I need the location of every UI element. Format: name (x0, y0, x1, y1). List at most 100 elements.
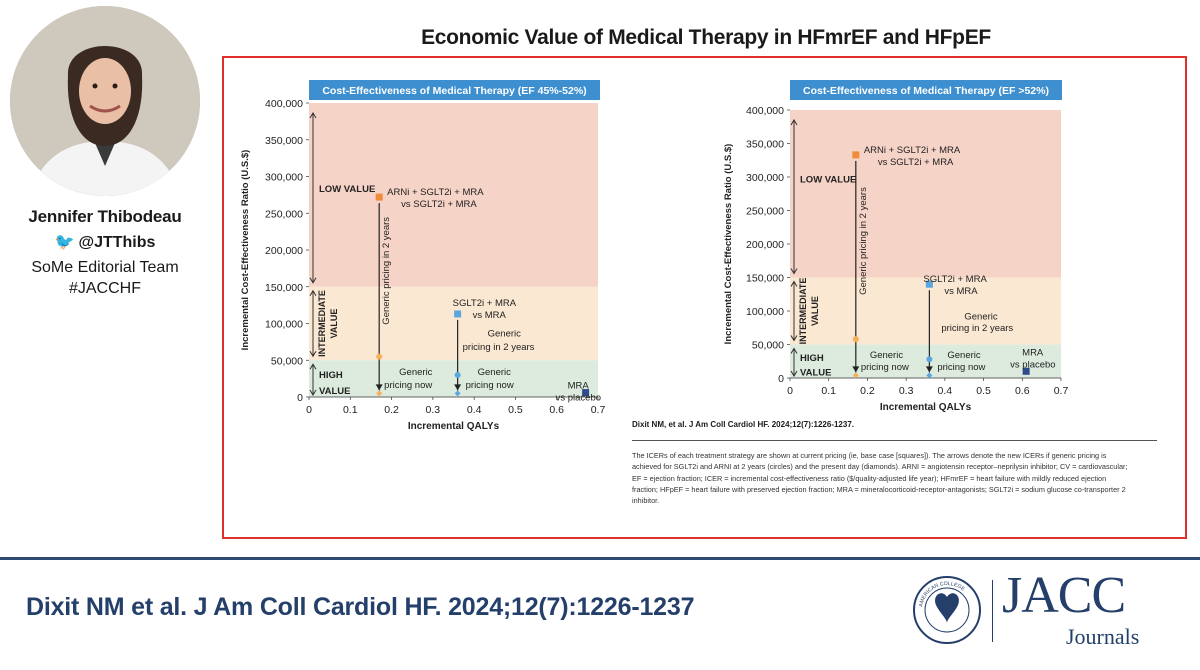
chart-title-bar (309, 80, 600, 100)
arrow-head (925, 366, 933, 373)
band-label-high: HIGH (800, 353, 824, 364)
chart-title-bar (790, 80, 1062, 100)
band-label-high: HIGH (319, 370, 343, 381)
annotation-generic-2yr: pricing in 2 years (463, 342, 535, 353)
annotation-generic-now: pricing now (937, 362, 985, 373)
arrow-head (309, 389, 317, 396)
brand-divider (992, 580, 993, 642)
y-tick-label: 350,000 (746, 139, 784, 151)
annotation-generic-now: pricing now (861, 362, 909, 373)
base-case-square (582, 389, 590, 397)
arrow-head (790, 347, 798, 354)
band-label-high: VALUE (800, 368, 832, 379)
x-tick-label: 0.2 (860, 385, 875, 397)
arrow-head (309, 289, 317, 297)
y-tick-label: 50,000 (271, 355, 303, 367)
point-label: SGLT2i + MRA (453, 298, 517, 309)
band-label-low: LOW VALUE (319, 184, 375, 195)
point-label: vs MRA (473, 310, 507, 321)
y-tick-label: 300,000 (265, 172, 303, 184)
jacc-wordmark: JACC (1002, 567, 1126, 624)
point-label: SGLT2i + MRA (923, 274, 987, 285)
generic-2yr-circle (376, 353, 383, 360)
arrow-head (790, 280, 798, 287)
y-tick-label: 400,000 (265, 98, 303, 110)
presenter-photo (10, 6, 200, 196)
arrow-head (309, 277, 317, 284)
figure-frame (222, 56, 1187, 539)
annotation-generic-2yr: Generic pricing in 2 years (858, 187, 869, 295)
chart-title: Cost-Effectiveness of Medical Therapy (E… (322, 85, 586, 97)
y-tick-label: 100,000 (746, 306, 784, 318)
x-tick-label: 0.6 (1015, 385, 1030, 397)
acc-seal-logo: AMERICAN COLLEGE (913, 576, 981, 644)
slide-title: Economic Value of Medical Therapy in HFm… (421, 26, 991, 49)
band-label-high: VALUE (319, 386, 351, 397)
point-label: vs MRA (944, 286, 978, 297)
chart-hfpef: Cost-Effectiveness of Medical Therapy (E… (723, 80, 1068, 413)
y-tick-label: 350,000 (265, 135, 303, 147)
value-band-2 (790, 344, 1061, 378)
annotation-generic-now: Generic (870, 350, 904, 361)
y-tick-label: 400,000 (746, 105, 784, 117)
x-tick-label: 0.5 (976, 385, 991, 397)
x-axis-label: Incremental QALYs (408, 421, 500, 432)
band-label-intermediate: VALUE (810, 296, 820, 326)
point-label: vs placebo (556, 393, 601, 404)
x-tick-label: 0.1 (821, 385, 836, 397)
y-tick-label: 250,000 (746, 206, 784, 218)
value-band-1 (309, 286, 598, 361)
point-label: vs placebo (1010, 359, 1055, 370)
annotation-generic-now: pricing now (466, 380, 514, 391)
x-tick-label: 0.7 (591, 404, 606, 416)
y-tick-label: 250,000 (265, 208, 303, 220)
band-label-intermediate: INTERMEDIATE (798, 278, 808, 345)
value-band-1 (790, 277, 1061, 345)
twitter-handle[interactable]: 🐦 @JTThibs (0, 232, 210, 252)
y-tick-label: 300,000 (746, 172, 784, 184)
arrow-head (309, 363, 317, 370)
base-case-square (852, 151, 860, 159)
team-line-1: SoMe Editorial Team (31, 259, 179, 276)
value-band-0 (790, 110, 1061, 278)
y-tick-label: 150,000 (746, 273, 784, 285)
y-tick-label: 200,000 (265, 245, 303, 257)
arrow-head (375, 384, 383, 391)
generic-2yr-circle (852, 336, 859, 343)
base-case-square (454, 310, 462, 318)
twitter-bird-icon: 🐦 (54, 234, 75, 251)
band-label-intermediate: INTERMEDIATE (317, 290, 327, 357)
y-axis-label: Incremental Cost-Effectiveness Ratio (U.… (240, 150, 251, 351)
arrow-head (309, 112, 317, 119)
y-tick-label: 200,000 (746, 239, 784, 251)
x-tick-label: 0.4 (467, 404, 482, 416)
chart-hfmref: Cost-Effectiveness of Medical Therapy (E… (240, 80, 605, 432)
y-tick-label: 50,000 (752, 340, 784, 352)
point-label: ARNi + SGLT2i + MRA (387, 187, 484, 198)
arrow-head (790, 335, 798, 342)
point-label: vs SGLT2i + MRA (401, 199, 477, 210)
generic-now-diamond (852, 372, 859, 379)
annotation-generic-now: Generic (399, 367, 433, 378)
generic-now-diamond (454, 390, 461, 397)
arrow-head (454, 384, 462, 391)
point-label: MRA (568, 381, 590, 392)
generic-2yr-circle (926, 356, 933, 363)
annotation-generic-now: Generic (478, 367, 512, 378)
annotation-generic-2yr: Generic pricing in 2 years (381, 217, 392, 325)
jacc-journals-label: Journals (1066, 624, 1140, 649)
base-case-square (925, 280, 933, 288)
arrow-head (790, 119, 798, 126)
arrow-head (309, 350, 317, 358)
annotation-generic-2yr: Generic (488, 329, 522, 340)
base-case-square (375, 193, 383, 201)
x-tick-label: 0.4 (938, 385, 953, 397)
y-axis-label: Incremental Cost-Effectiveness Ratio (U.… (723, 144, 734, 345)
generic-now-diamond (376, 390, 383, 397)
x-tick-label: 0.1 (343, 404, 358, 416)
footer-divider (0, 557, 1200, 560)
y-tick-label: 0 (778, 373, 784, 385)
base-case-square (1022, 367, 1030, 375)
x-tick-label: 0.3 (426, 404, 441, 416)
